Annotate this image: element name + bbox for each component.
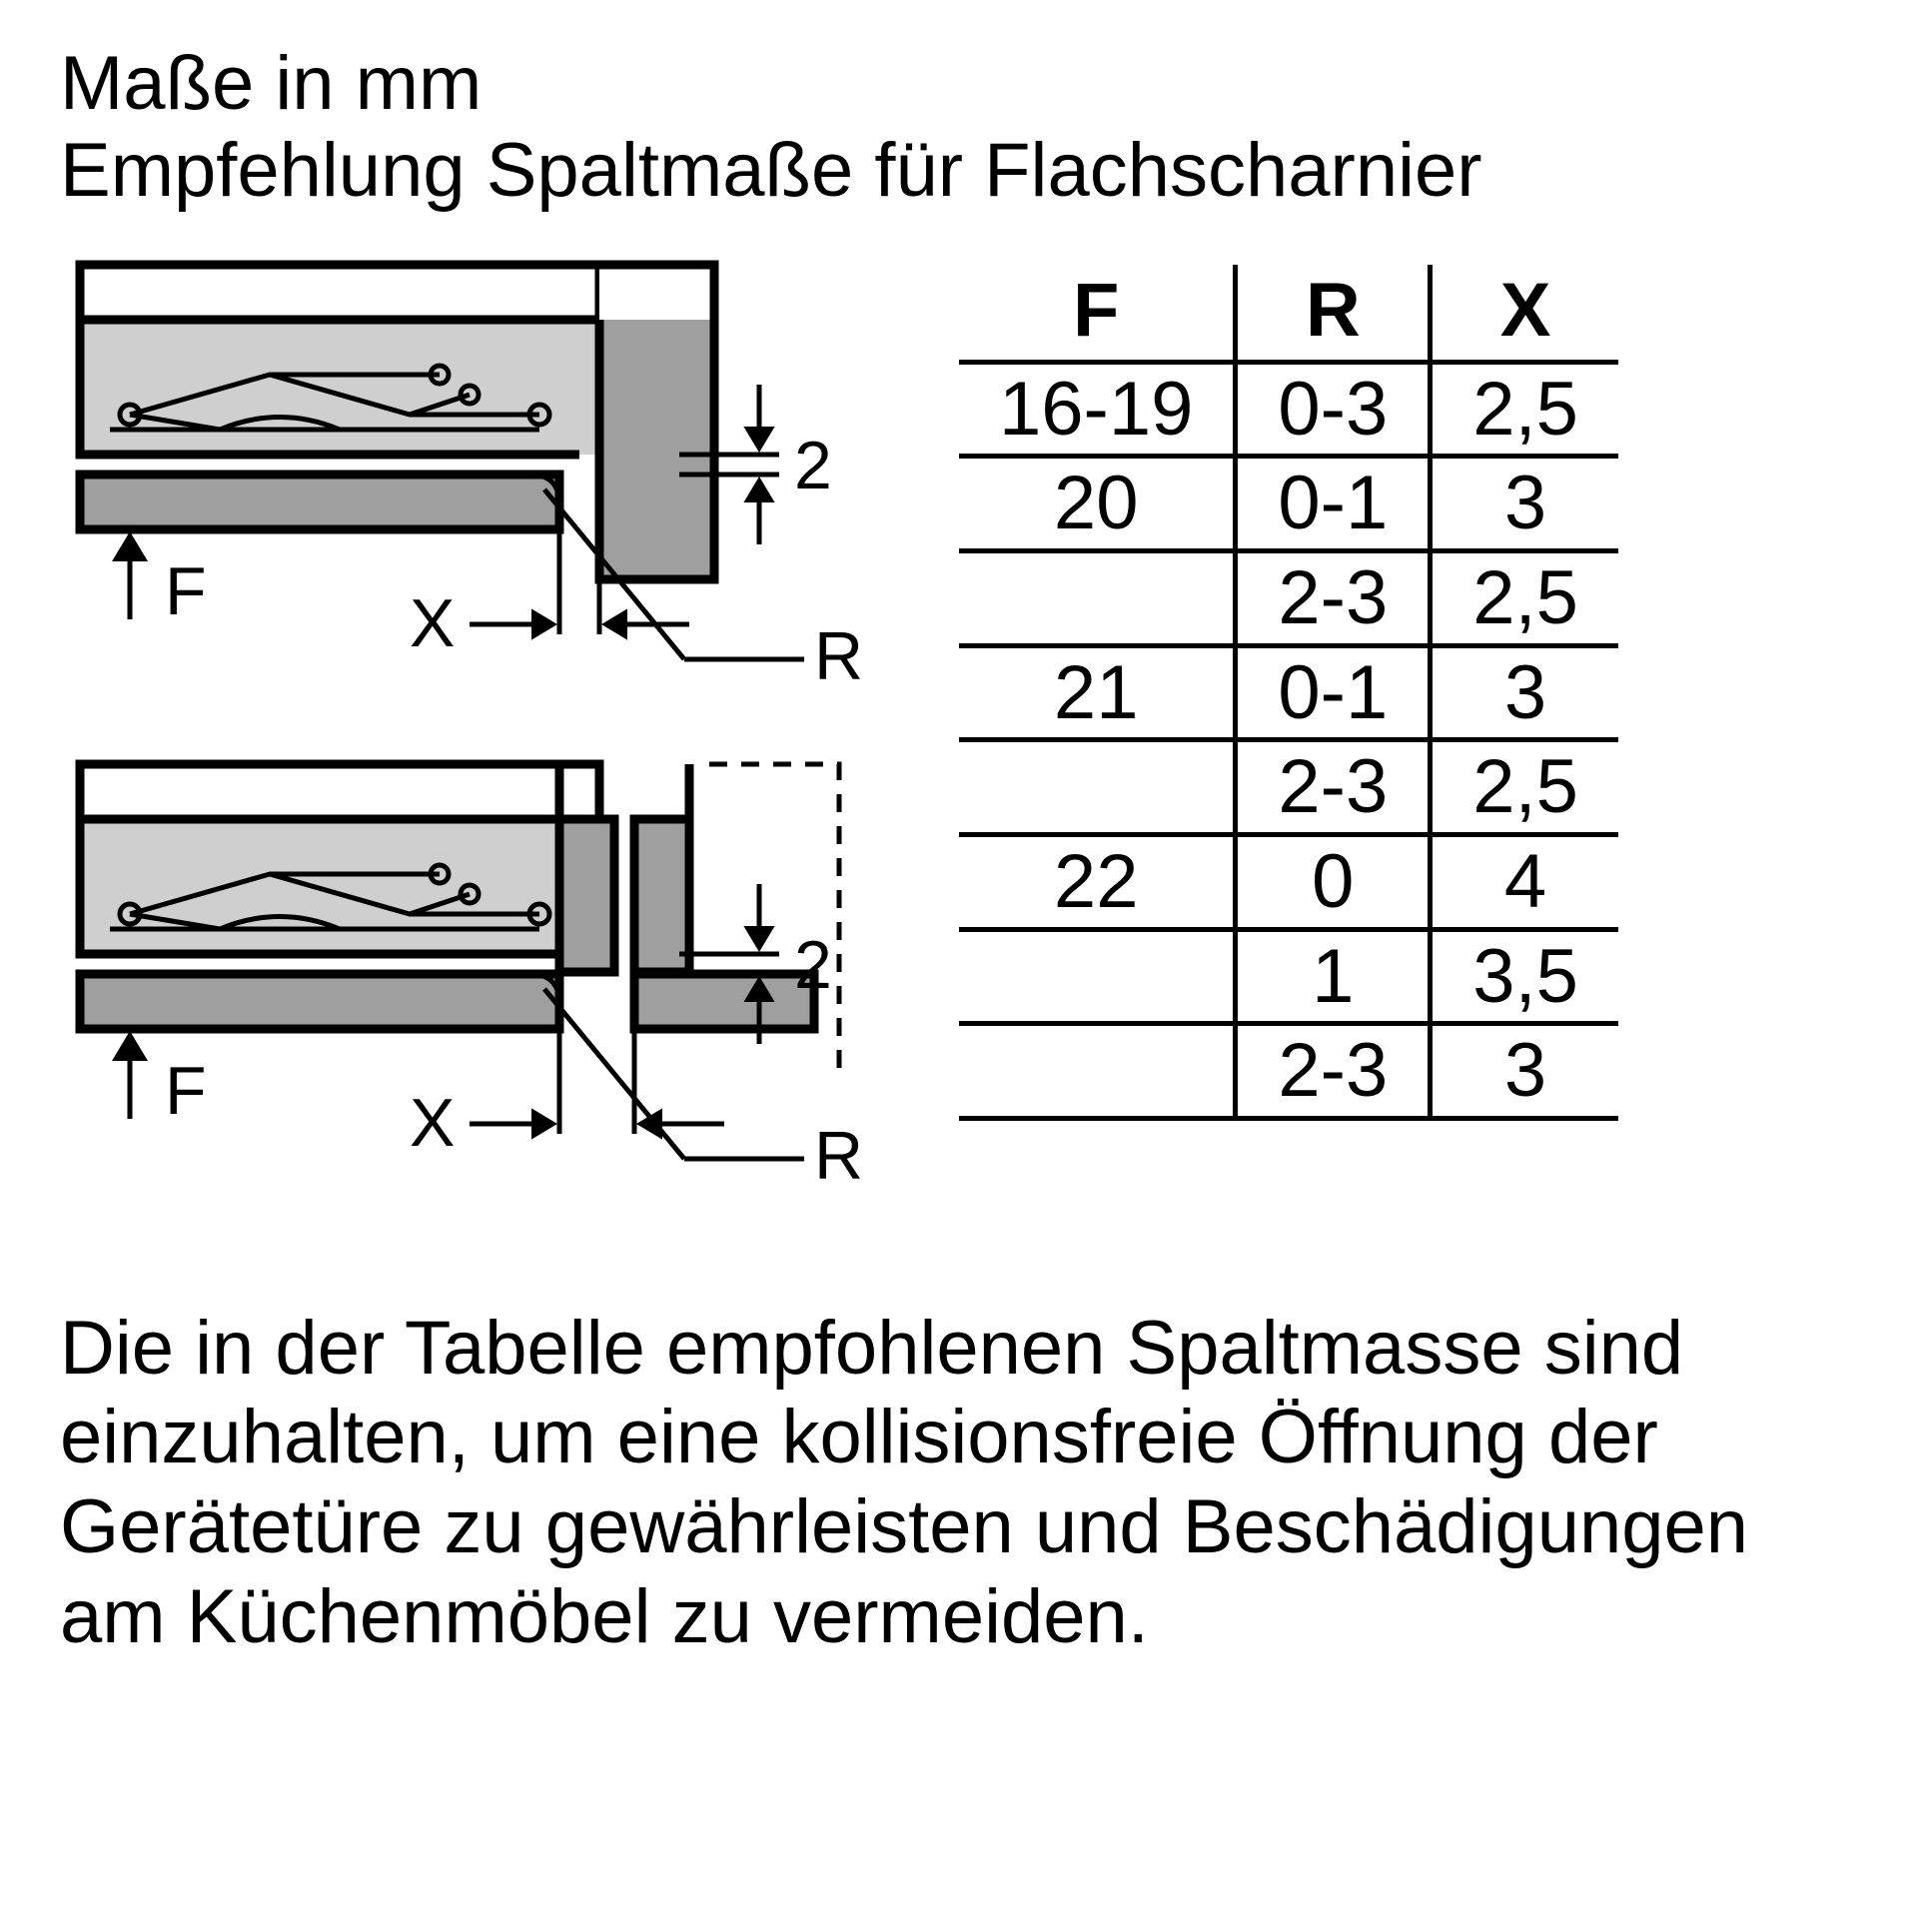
cell-R: 0-1 <box>1236 457 1431 551</box>
dim-gap-2: 2 <box>794 428 832 503</box>
table-row: 210-13 <box>959 645 1618 740</box>
cell-R: 0-1 <box>1236 645 1431 740</box>
cell-F: 22 <box>959 835 1236 930</box>
footer-text: Die in der Tabelle empfohlenen Spaltmass… <box>60 1304 1858 1662</box>
cell-F: 16-19 <box>959 362 1236 457</box>
cell-F: 20 <box>959 457 1236 551</box>
col-header-F: F <box>959 265 1236 363</box>
dim-gap-2: 2 <box>794 927 832 1003</box>
table-row: 13,5 <box>959 929 1618 1024</box>
cell-X: 3 <box>1431 457 1618 551</box>
gap-table: F R X 16-190-32,5200-132-32,5210-132-32,… <box>959 265 1618 1121</box>
cell-F <box>959 740 1236 835</box>
cell-R: 0-3 <box>1236 362 1431 457</box>
title-line-1: Maße in mm <box>60 40 1892 127</box>
page: Maße in mm Empfehlung Spaltmaße für Flac… <box>0 0 1932 1921</box>
gap-table-wrap: F R X 16-190-32,5200-132-32,5210-132-32,… <box>959 255 1618 1121</box>
cell-R: 2-3 <box>1236 740 1431 835</box>
table-row: 2-32,5 <box>959 740 1618 835</box>
dim-label-R: R <box>814 1118 863 1194</box>
dim-label-F: F <box>165 1053 207 1129</box>
cell-F: 21 <box>959 645 1236 740</box>
cell-X: 3 <box>1431 645 1618 740</box>
table-row: 2-33 <box>959 1024 1618 1119</box>
cell-R: 1 <box>1236 929 1431 1024</box>
cell-F <box>959 929 1236 1024</box>
cell-R: 0 <box>1236 835 1431 930</box>
cell-R: 2-3 <box>1236 551 1431 646</box>
hinge-diagram-bottom: 2 F X R <box>60 754 899 1244</box>
table-row: 200-13 <box>959 457 1618 551</box>
dim-label-X: X <box>410 585 455 661</box>
title-block: Maße in mm Empfehlung Spaltmaße für Flac… <box>60 40 1892 215</box>
cell-X: 4 <box>1431 835 1618 930</box>
mid-row: 2FXR 2FXR F R X 16-190-32,5200-132-32,52… <box>60 255 1892 1244</box>
cell-F <box>959 551 1236 646</box>
dim-label-F: F <box>165 553 207 629</box>
diagram-column: 2 F X R 2 F X R <box>60 255 899 1244</box>
col-header-R: R <box>1236 265 1431 363</box>
hinge-diagram-top: 2 F X R <box>60 255 899 724</box>
col-header-X: X <box>1431 265 1618 363</box>
cell-X: 2,5 <box>1431 551 1618 646</box>
table-row: 2204 <box>959 835 1618 930</box>
title-line-2: Empfehlung Spaltmaße für Flachscharnier <box>60 127 1892 214</box>
cell-R: 2-3 <box>1236 1024 1431 1119</box>
cell-X: 3 <box>1431 1024 1618 1119</box>
table-row: 2-32,5 <box>959 551 1618 646</box>
cell-F <box>959 1024 1236 1119</box>
cell-X: 2,5 <box>1431 740 1618 835</box>
dim-label-R: R <box>814 618 863 694</box>
dim-label-X: X <box>410 1085 455 1161</box>
cell-X: 3,5 <box>1431 929 1618 1024</box>
table-header-row: F R X <box>959 265 1618 363</box>
table-row: 16-190-32,5 <box>959 362 1618 457</box>
cell-X: 2,5 <box>1431 362 1618 457</box>
